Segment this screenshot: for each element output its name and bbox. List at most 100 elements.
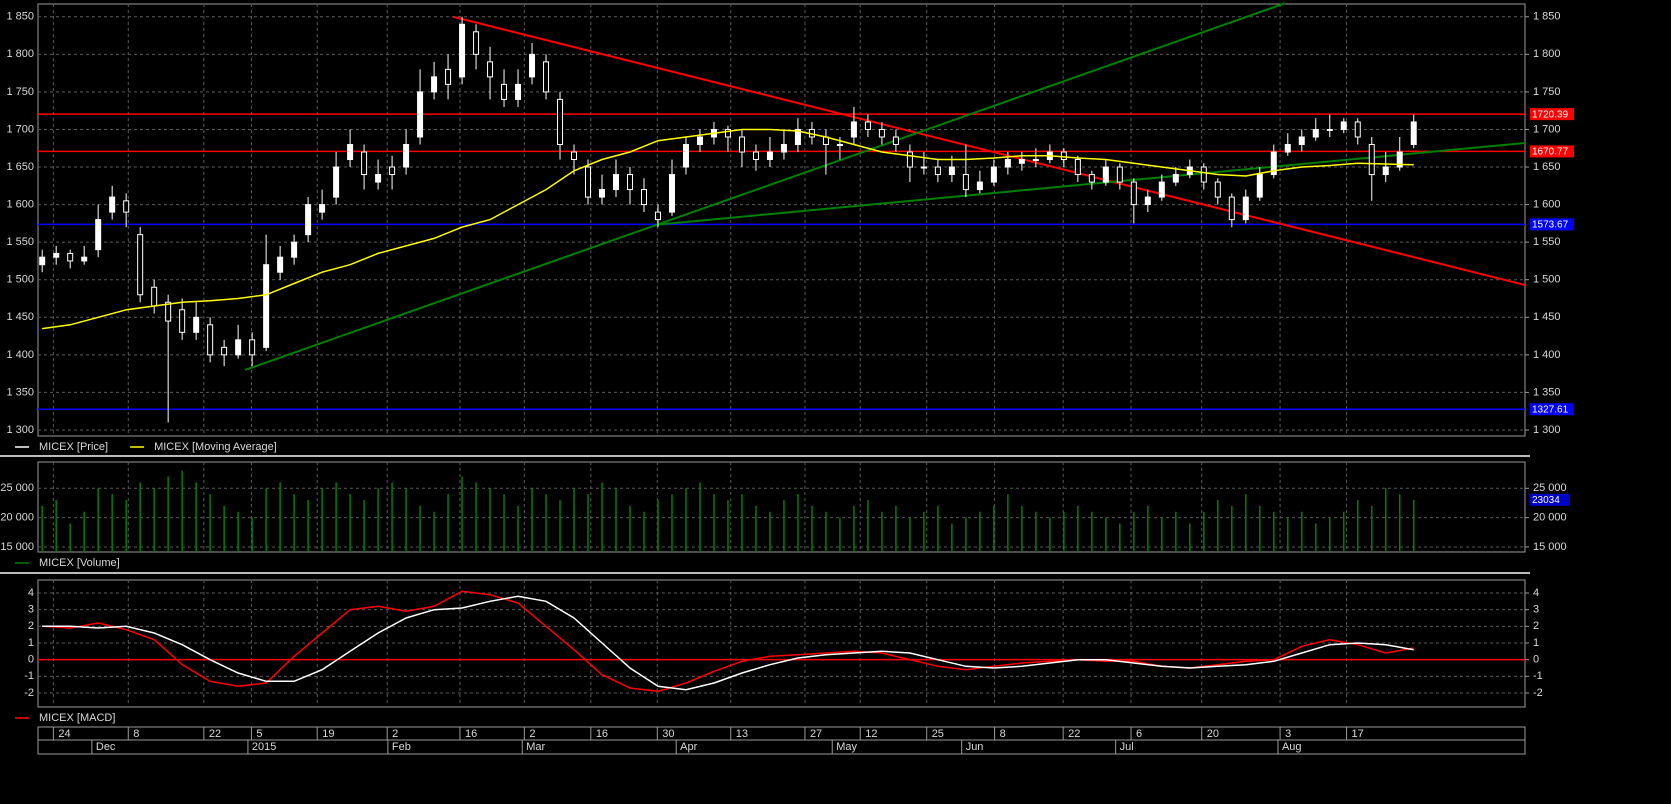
candle-body [948,166,955,176]
candle-body [1060,151,1067,161]
x-tick-label: 17 [1352,728,1364,740]
volume-bar [363,500,365,552]
candle-body [766,151,773,161]
legend-label: MICEX [MACD] [39,712,115,724]
candle-body [529,53,536,78]
candle-body [459,23,466,78]
y-tick-label: 1 300 [1533,424,1561,436]
candle-body [1298,136,1305,145]
candle-body [1214,181,1221,198]
panel-frame [37,3,1526,437]
x-tick-label: 6 [1136,728,1142,740]
volume-bar [1217,500,1219,552]
y-tick-label: 1 850 [6,11,34,23]
candle-body [1074,159,1081,176]
y-tick-label: 1 850 [1533,11,1561,23]
candle-body [1144,196,1151,206]
volume-bar [517,505,519,552]
volume-bar [1189,523,1191,552]
volume-bar [1049,517,1051,552]
volume-bar [1175,511,1177,552]
candle-body [1242,196,1249,221]
candle-body [696,136,703,145]
volume-bar [699,482,701,552]
volume-bar [587,494,589,552]
x-tick-label: 16 [465,728,477,740]
month-label: Jul [1120,741,1134,753]
volume-bar [195,482,197,552]
series-line [42,595,1414,691]
volume-bar [881,511,883,552]
y-tick-label: 1 450 [6,311,34,323]
y-tick-label: 20 000 [0,512,34,524]
volume-bar [1105,517,1107,552]
candle-body [682,143,689,168]
candle-body [403,143,410,168]
volume-bar [1329,517,1331,552]
volume-bar [1133,511,1135,552]
volume-bar [223,505,225,552]
candle-body [752,151,759,161]
volume-bar [335,482,337,552]
volume-bar [405,488,407,552]
candle-body [305,204,312,236]
volume-bar [1147,505,1149,552]
candle-body [1340,121,1347,130]
volume-bar [461,476,463,552]
candle-body [515,83,522,100]
current-value-label: 23034 [1532,495,1560,506]
y-tick-label: 1 700 [6,123,34,135]
volume-bar [447,494,449,552]
candle-body [347,143,354,161]
candle-body [473,31,480,55]
candle-body [179,309,186,333]
series-line [42,128,1414,330]
volume-bar [83,511,85,552]
candle-body [249,339,256,356]
volume-bar [69,523,71,552]
volume-bar [153,488,155,552]
candle-body [165,301,172,322]
month-label: May [836,741,857,753]
volume-bar [1161,517,1163,552]
volume-bar [1398,494,1401,552]
volume-bar [685,488,687,552]
volume-bar [657,500,659,552]
volume-bar [1203,511,1205,552]
candle-body [1130,181,1137,206]
volume-bar [741,494,743,552]
candle-body [277,256,284,273]
x-tick-label: 3 [1285,728,1291,740]
volume-bar [1077,505,1079,552]
volume-bar [293,494,295,552]
candle-body [934,166,941,176]
candle-body [431,76,438,93]
month-label: Dec [96,741,116,753]
candle-body [1158,181,1165,198]
candle-body [417,91,424,138]
x-tick-label: 22 [1068,728,1080,740]
legend-label: MICEX [Volume] [39,557,120,569]
y-tick-label: 1 400 [1533,349,1561,361]
volume-bar [559,500,561,552]
volume-bar [181,470,183,552]
candle-body [291,241,298,258]
candle-body [53,252,60,258]
volume-bar [1273,511,1275,552]
level-tag [1530,218,1574,231]
volume-bar [601,482,603,552]
volume-bar [377,488,379,552]
y-tick-label: 1 400 [6,349,34,361]
y-tick-label: 1 600 [6,199,34,211]
x-tick-label: 27 [810,728,822,740]
month-label: Feb [392,741,411,753]
x-tick-label: 12 [865,728,877,740]
volume-bar [237,511,239,552]
candle-body [1172,174,1179,183]
level-tag [1530,403,1574,416]
volume-bar [727,500,729,552]
x-tick-label: 19 [322,728,334,740]
candle-body [333,166,340,198]
level-tag [1530,108,1574,121]
